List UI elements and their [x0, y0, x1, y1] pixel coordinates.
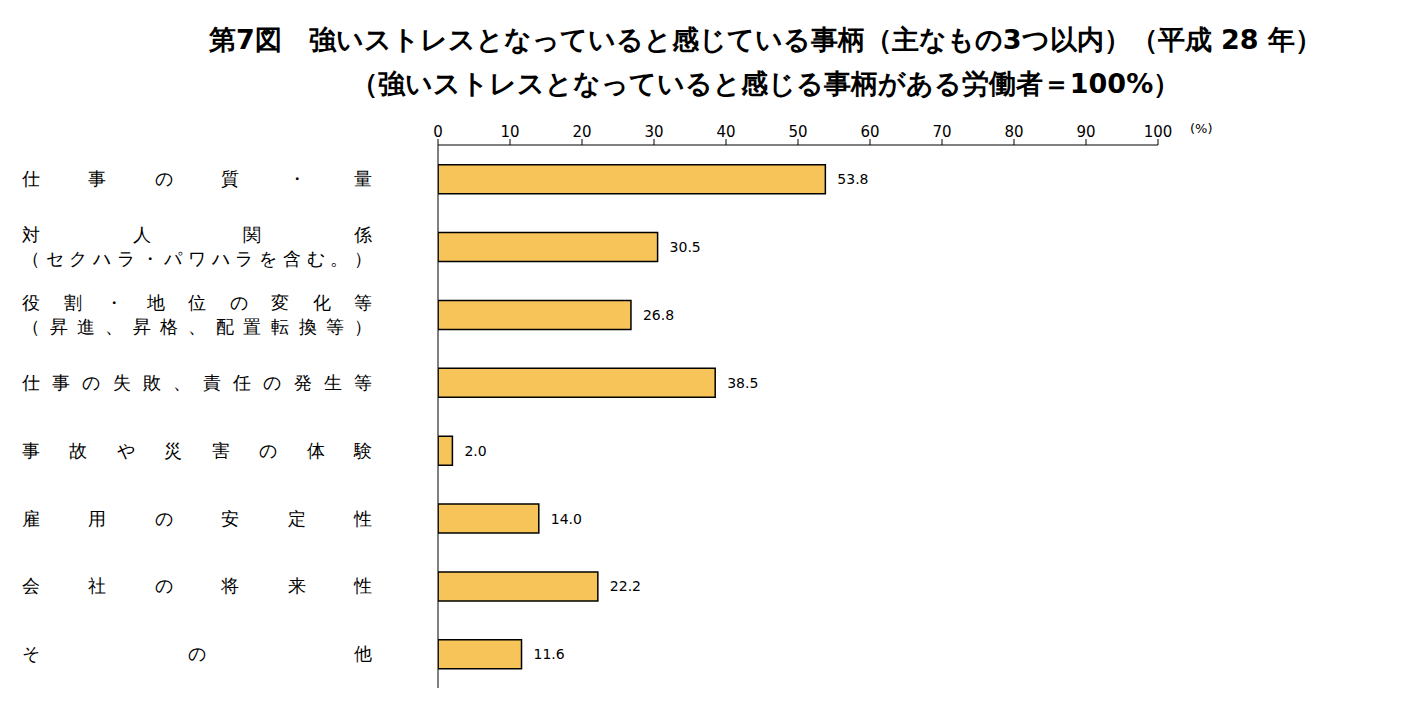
svg-text:100: 100: [1144, 123, 1173, 141]
svg-text:役割・地位の変化等: 役割・地位の変化等: [22, 292, 372, 313]
svg-text:53.8: 53.8: [837, 171, 868, 187]
svg-text:90: 90: [1076, 123, 1095, 141]
svg-text:80: 80: [1004, 123, 1023, 141]
svg-text:60: 60: [860, 123, 879, 141]
svg-text:仕事の質・量: 仕事の質・量: [21, 168, 372, 189]
svg-text:対人関係: 対人関係: [22, 224, 372, 245]
html-text:（強いストレスとなっていると感じる事柄がある労働者＝100%: （強いストレスとなっていると感じる事柄がある労働者＝100%）: [350, 68, 1181, 99]
svg-text:40: 40: [716, 123, 735, 141]
svg-text:20: 20: [572, 123, 591, 141]
svg-text:70: 70: [932, 123, 951, 141]
html-text:第7図 強いストレスとなっていると感じている事柄（主なもの3: 第7図 強いストレスとなっていると感じている事柄（主なもの3つ以内）（平成 28…: [209, 24, 1322, 55]
svg-text:2.0: 2.0: [464, 443, 486, 459]
svg-text:38.5: 38.5: [727, 375, 758, 391]
svg-text:30: 30: [644, 123, 663, 141]
svg-text:事故や災害の体験: 事故や災害の体験: [22, 440, 372, 461]
svg-text:30.5: 30.5: [670, 239, 701, 255]
svg-text:22.2: 22.2: [610, 578, 641, 594]
svg-text:50: 50: [788, 123, 807, 141]
svg-text:会社の将来性: 会社の将来性: [22, 575, 372, 596]
svg-text:雇用の安定性: 雇用の安定性: [22, 508, 372, 529]
svg-text:（昇進、昇格、配置転換等）: （昇進、昇格、配置転換等）: [22, 316, 372, 337]
svg-text:その他: その他: [22, 643, 372, 664]
svg-text:（セクハラ・パワハラを含む。）: （セクハラ・パワハラを含む。）: [22, 248, 372, 269]
svg-text:11.6: 11.6: [534, 646, 565, 662]
svg-text:0: 0: [433, 123, 443, 141]
svg-text:26.8: 26.8: [643, 307, 674, 323]
svg-text:仕事の失敗、責任の発生等: 仕事の失敗、責任の発生等: [21, 372, 372, 393]
svg-text:10: 10: [500, 123, 519, 141]
svg-text:14.0: 14.0: [551, 511, 582, 527]
